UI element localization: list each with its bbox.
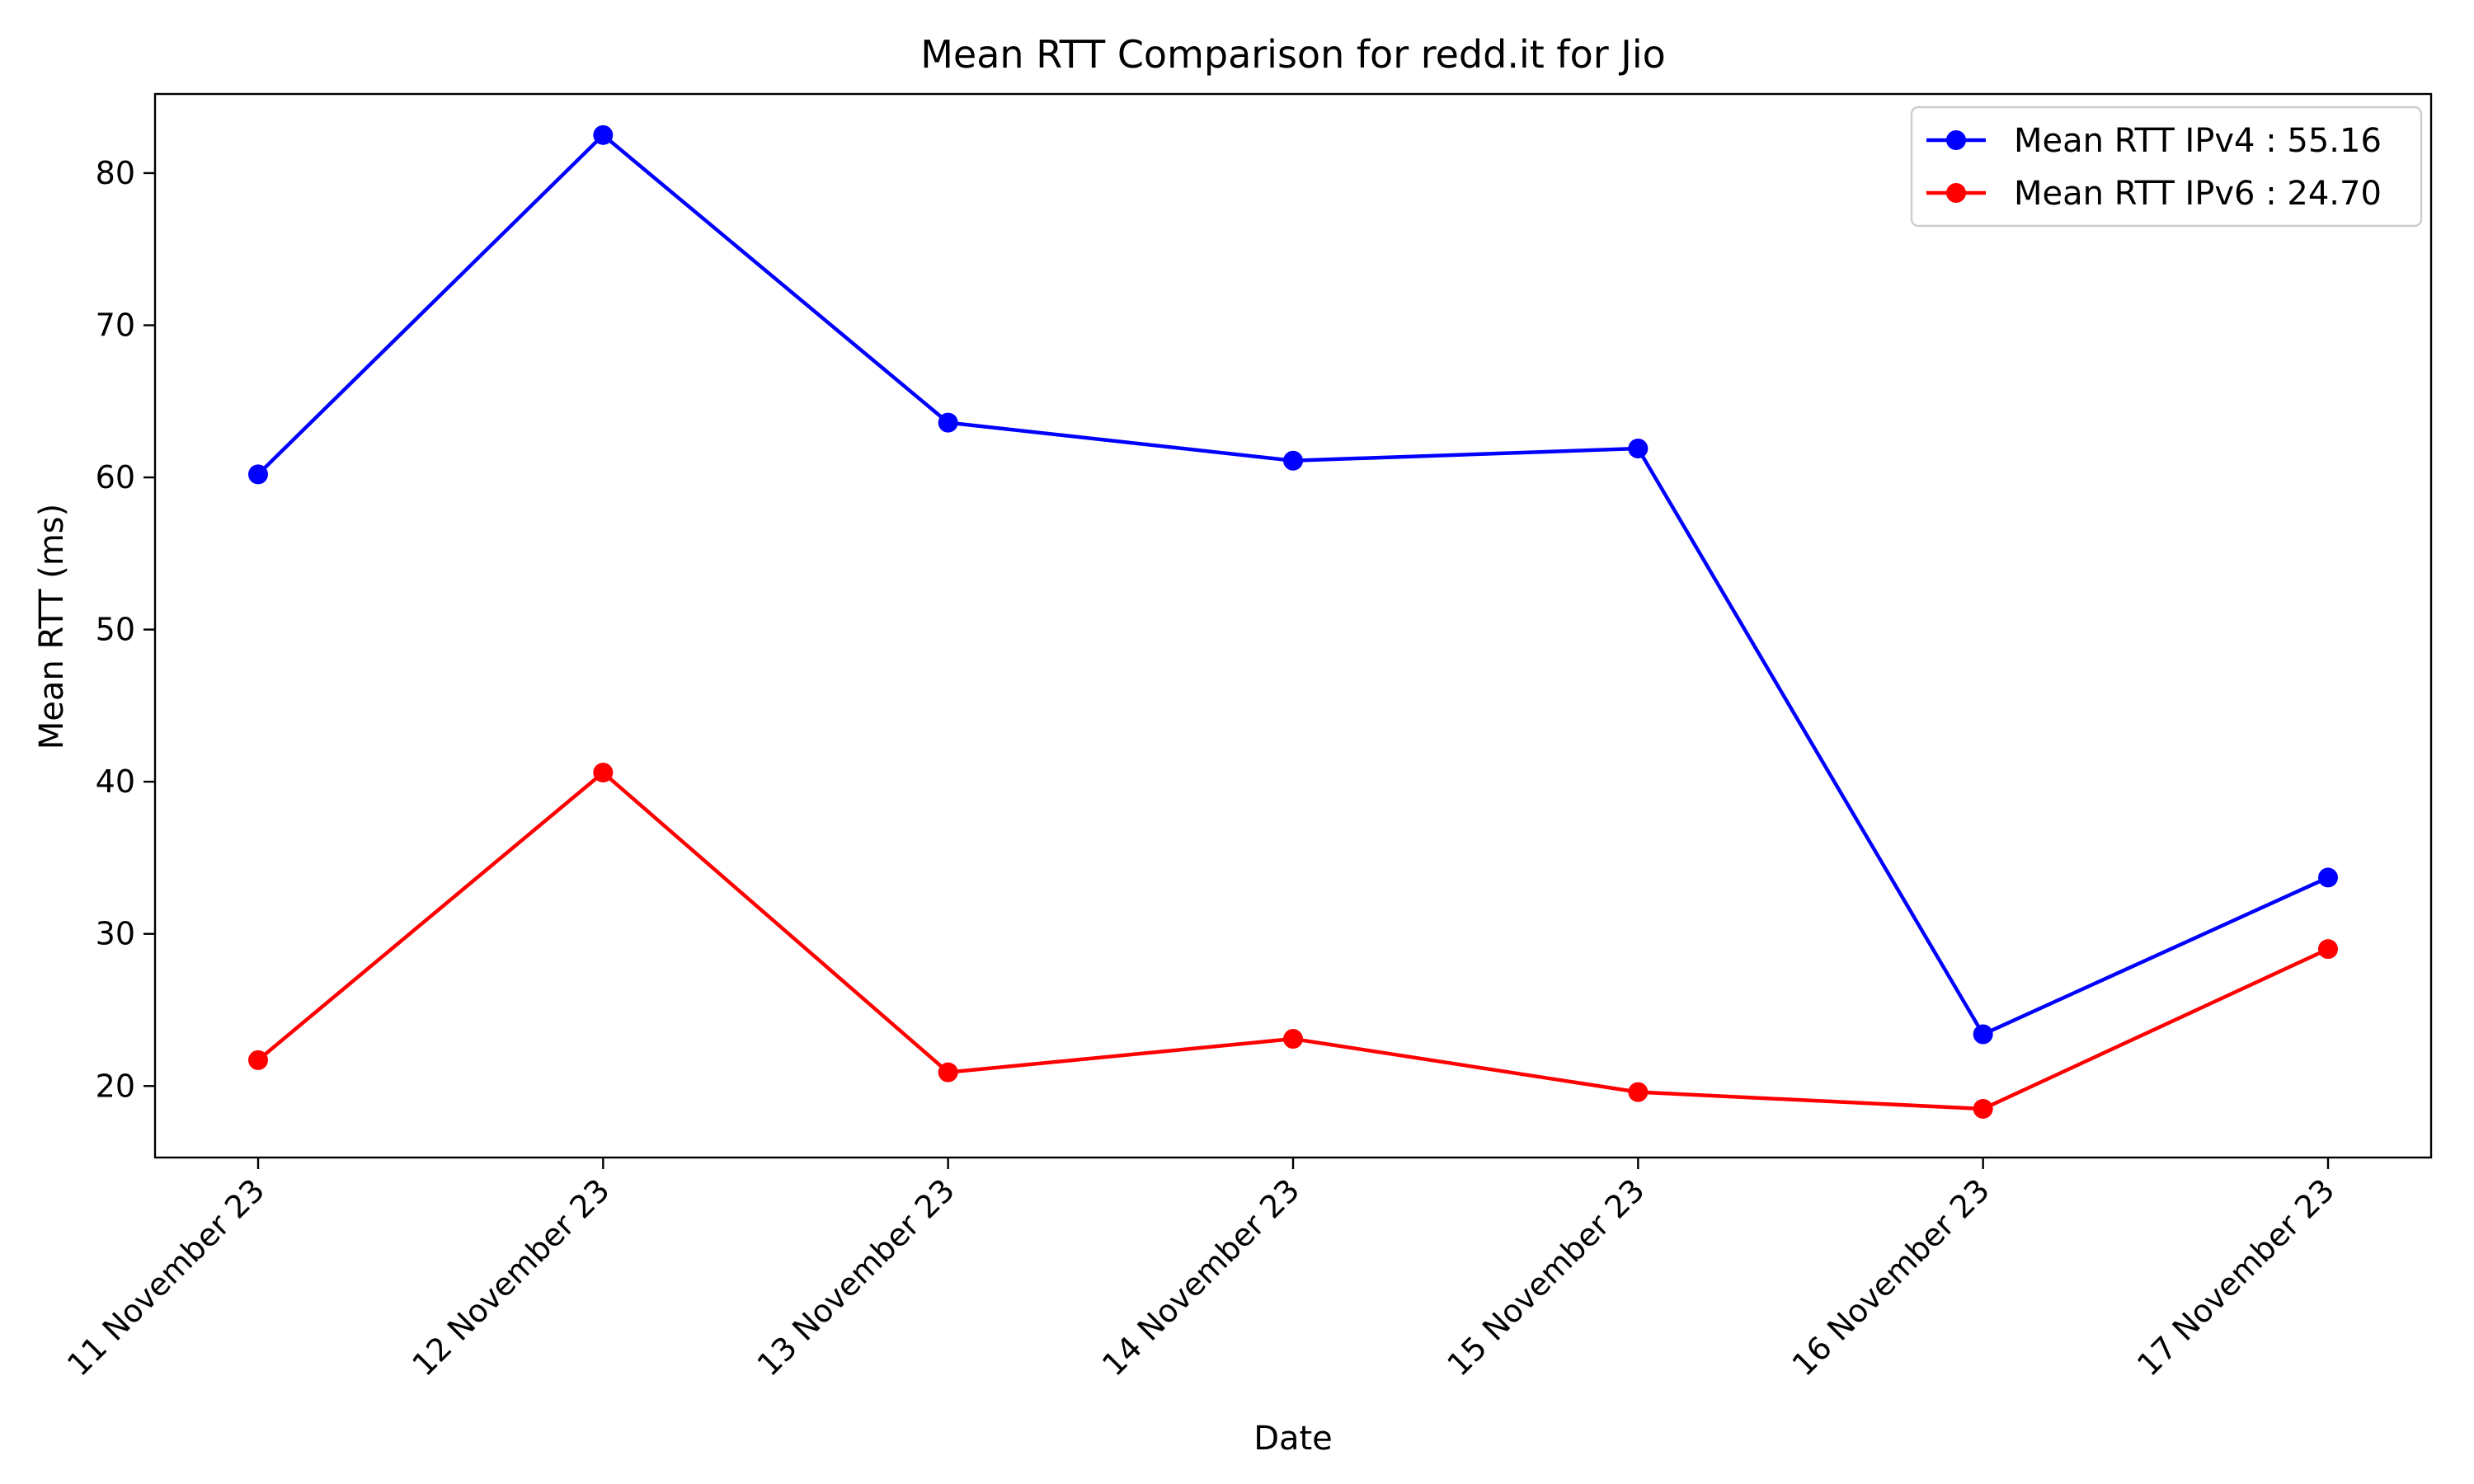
x-tick-label: 11 November 23 xyxy=(60,1172,271,1383)
y-axis: 20 30 40 50 60 70 80 xyxy=(96,155,155,1104)
data-point xyxy=(2318,867,2338,888)
plot-area xyxy=(153,92,2433,1159)
x-tick-label: 16 November 23 xyxy=(1785,1172,1997,1383)
data-point xyxy=(1628,1082,1649,1102)
y-tick-label: 30 xyxy=(96,916,135,952)
x-tick-label: 15 November 23 xyxy=(1440,1172,1651,1383)
chart-title: Mean RTT Comparison for redd.it for Jio xyxy=(920,32,1666,77)
series-ipv6 xyxy=(248,763,2338,1119)
legend-box xyxy=(1910,106,2423,228)
data-point xyxy=(593,124,614,145)
x-tick-label: 14 November 23 xyxy=(1095,1172,1306,1383)
data-point xyxy=(1283,450,1303,471)
series-line xyxy=(256,133,2329,1036)
x-tick-label: 13 November 23 xyxy=(750,1172,962,1383)
legend-item: Mean RTT IPv4 : 55.16 xyxy=(1926,122,2382,160)
y-tick-label: 70 xyxy=(96,308,135,344)
legend-label: Mean RTT IPv4 : 55.16 xyxy=(2014,122,2382,160)
y-axis-title: Mean RTT (ms) xyxy=(33,504,71,749)
data-point xyxy=(593,763,614,783)
data-point xyxy=(1973,1024,1993,1045)
data-point xyxy=(248,1050,268,1070)
plot-frame xyxy=(153,92,2433,1159)
data-point xyxy=(2318,939,2338,960)
data-point xyxy=(938,412,958,433)
y-tick-label: 40 xyxy=(96,763,135,800)
y-tick-label: 50 xyxy=(96,612,135,648)
legend-item: Mean RTT IPv6 : 24.70 xyxy=(1926,175,2382,213)
legend: Mean RTT IPv4 : 55.16 Mean RTT IPv6 : 24.… xyxy=(1910,106,2423,228)
data-point xyxy=(1973,1098,1993,1119)
x-axis: 11 November 23 12 November 23 13 November … xyxy=(60,1158,2341,1383)
y-tick-label: 80 xyxy=(96,155,135,191)
x-tick-label: 17 November 23 xyxy=(2130,1172,2341,1383)
series-line xyxy=(256,770,2329,1111)
data-point xyxy=(938,1062,958,1082)
series-layer xyxy=(248,124,2338,1119)
legend-marker xyxy=(1946,183,1966,203)
data-point xyxy=(1283,1029,1303,1050)
x-axis-title: Date xyxy=(1253,1420,1333,1458)
y-tick-label: 20 xyxy=(96,1068,135,1104)
y-tick-label: 60 xyxy=(96,459,135,495)
legend-marker xyxy=(1946,130,1966,150)
data-point xyxy=(248,464,268,485)
data-point xyxy=(1628,439,1649,458)
series-ipv4 xyxy=(248,124,2338,1045)
legend-label: Mean RTT IPv6 : 24.70 xyxy=(2014,175,2382,213)
x-tick-label: 12 November 23 xyxy=(405,1172,616,1383)
